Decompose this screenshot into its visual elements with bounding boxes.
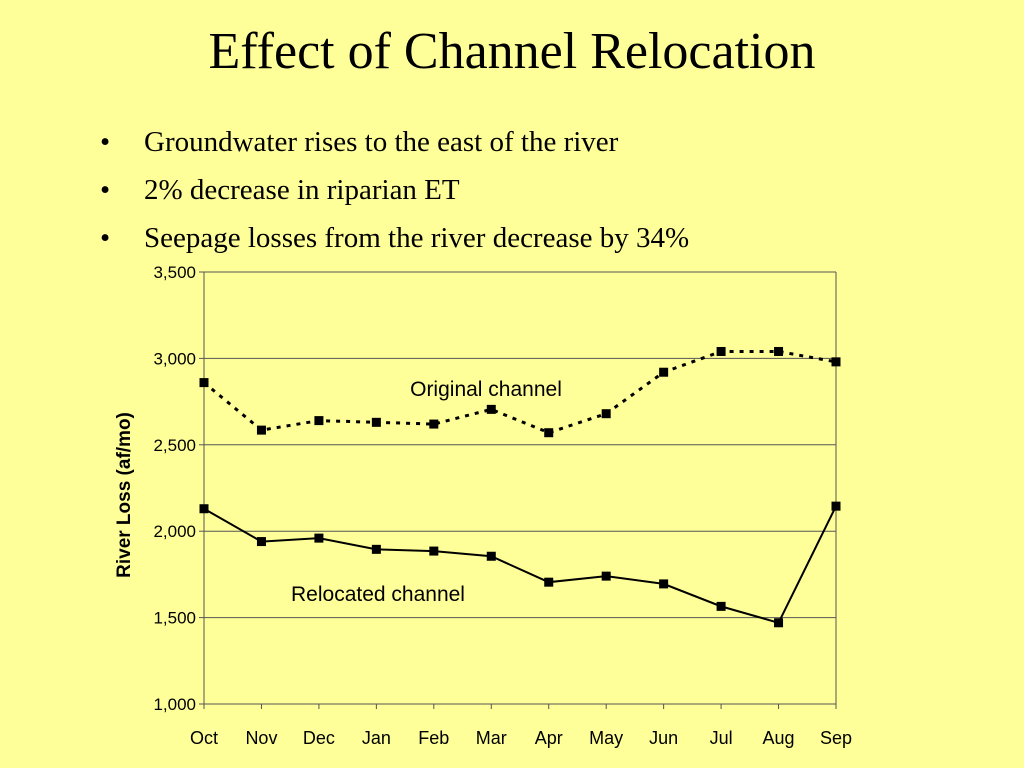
y-axis-label: River Loss (af/mo) bbox=[114, 412, 135, 578]
x-tick-label: Dec bbox=[303, 728, 335, 748]
bullet-item: • Groundwater rises to the east of the r… bbox=[100, 118, 689, 166]
bullet-text: Seepage losses from the river decrease b… bbox=[144, 222, 690, 254]
data-point bbox=[716, 346, 726, 356]
labels: 1,000 1,500 2,000 2,500 3,000 3,500 Oct Nov Dec J… bbox=[153, 263, 852, 748]
bullet-list: • Groundwater rises to the east of the r… bbox=[100, 118, 689, 262]
y-tick-label: 3,500 bbox=[153, 263, 196, 282]
data-point bbox=[831, 357, 841, 367]
data-point bbox=[544, 577, 554, 587]
data-point bbox=[601, 409, 611, 419]
data-point bbox=[486, 551, 496, 561]
bullet-item: • 2% decrease in riparian ET bbox=[100, 166, 689, 214]
x-tick-label: Jul bbox=[710, 728, 733, 748]
x-tick-label: Aug bbox=[763, 728, 795, 748]
bullet-item: • Seepage losses from the river decrease… bbox=[100, 214, 689, 262]
x-tick-label: Feb bbox=[418, 728, 449, 748]
data-point bbox=[314, 416, 324, 426]
data-point bbox=[601, 571, 611, 581]
series-line-relocated bbox=[203, 505, 837, 624]
x-tick-label: Jun bbox=[649, 728, 678, 748]
data-point bbox=[486, 404, 496, 414]
data-point bbox=[371, 417, 381, 427]
bullet-glyph: • bbox=[100, 174, 111, 206]
x-tick-label: Apr bbox=[535, 728, 563, 748]
data-point bbox=[371, 544, 381, 554]
data-point bbox=[314, 533, 324, 543]
series-label: Original channel bbox=[410, 378, 562, 401]
data-point bbox=[199, 504, 209, 514]
data-point bbox=[256, 425, 266, 435]
data-point bbox=[774, 346, 784, 356]
data-point bbox=[429, 419, 439, 429]
y-tick-label: 3,000 bbox=[153, 349, 196, 368]
axes bbox=[199, 271, 837, 709]
x-tick-label: Mar bbox=[476, 728, 507, 748]
y-tick-label: 1,000 bbox=[153, 695, 196, 714]
bullet-text: 2% decrease in riparian ET bbox=[144, 174, 460, 206]
series-label: Relocated channel bbox=[291, 583, 465, 606]
y-tick-label: 2,500 bbox=[153, 436, 196, 455]
y-tick-label: 1,500 bbox=[153, 609, 196, 628]
bullet-text: Groundwater rises to the east of the riv… bbox=[144, 126, 619, 158]
data-point bbox=[659, 579, 669, 589]
y-tick-label: 2,000 bbox=[153, 522, 196, 541]
series-line-original bbox=[203, 349, 837, 435]
data-point bbox=[429, 546, 439, 556]
data-point bbox=[716, 601, 726, 611]
data-point bbox=[774, 618, 784, 628]
data-point bbox=[831, 501, 841, 511]
data-point bbox=[199, 378, 209, 388]
bullet-glyph: • bbox=[100, 126, 111, 158]
series-layer bbox=[199, 346, 841, 628]
x-tick-label: Sep bbox=[820, 728, 852, 748]
data-point bbox=[256, 537, 266, 547]
x-tick-label: May bbox=[589, 728, 623, 748]
gridlines bbox=[204, 271, 836, 619]
data-point bbox=[659, 367, 669, 377]
x-tick-label: Oct bbox=[190, 728, 218, 748]
x-tick-label: Jan bbox=[362, 728, 391, 748]
bullet-glyph: • bbox=[100, 222, 111, 254]
x-tick-label: Nov bbox=[245, 728, 277, 748]
slide-title: Effect of Channel Relocation bbox=[208, 23, 816, 80]
data-point bbox=[544, 428, 554, 438]
